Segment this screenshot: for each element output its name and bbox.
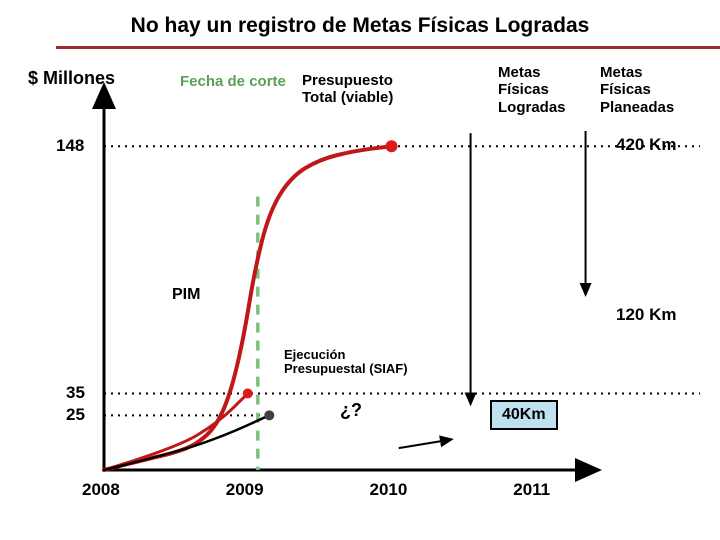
label-metas-logradas-l1: Metas: [498, 64, 566, 81]
right-label-120km: 120 Km: [616, 305, 676, 325]
y-tick-25: 25: [66, 405, 85, 425]
label-pim: PIM: [172, 286, 200, 304]
label-metas-planeadas-l3: Planeadas: [600, 99, 674, 116]
label-metas-logradas-l3: Logradas: [498, 99, 566, 116]
right-label-420km: 420 Km: [616, 135, 676, 155]
label-metas-planeadas-l1: Metas: [600, 64, 674, 81]
chart-svg: [0, 50, 720, 530]
y-tick-148: 148: [56, 136, 84, 156]
label-presupuesto-total: Presupuesto Total (viable): [302, 72, 393, 107]
arrow-question-arrow: [399, 439, 452, 448]
label-metas-planeadas-l2: Físicas: [600, 81, 674, 98]
page-title: No hay un registro de Metas Físicas Logr…: [0, 0, 720, 44]
label-presupuesto-l2: Total (viable): [302, 89, 393, 106]
series-presupuesto-total-viable: [104, 146, 392, 470]
label-metas-logradas-l2: Físicas: [498, 81, 566, 98]
label-question: ¿?: [340, 400, 362, 421]
label-fecha-de-corte: Fecha de corte: [180, 74, 286, 91]
chart-area: $ Millones Fecha de corte Presupuesto To…: [0, 50, 720, 530]
x-tick-2010: 2010: [370, 480, 408, 500]
y-tick-35: 35: [66, 383, 85, 403]
label-metas-logradas: Metas Físicas Logradas: [498, 64, 566, 116]
marker-presupuesto-total-viable: [386, 140, 398, 152]
label-ejecucion-siaf: Ejecución Presupuestal (SIAF): [284, 348, 408, 377]
x-tick-2011: 2011: [513, 480, 550, 500]
marker-pim: [243, 388, 253, 398]
label-presupuesto-l1: Presupuesto: [302, 72, 393, 89]
marker-ejecucion-siaf: [264, 410, 274, 420]
x-tick-2008: 2008: [82, 480, 120, 500]
label-metas-planeadas: Metas Físicas Planeadas: [600, 64, 674, 116]
label-ejecucion-l2: Presupuestal (SIAF): [284, 362, 408, 376]
title-underline: [56, 46, 720, 49]
y-axis-title: $ Millones: [28, 68, 115, 89]
page-title-text: No hay un registro de Metas Físicas Logr…: [131, 14, 590, 37]
x-tick-2009: 2009: [226, 480, 264, 500]
label-ejecucion-l1: Ejecución: [284, 348, 408, 362]
box-40km: 40Km: [490, 400, 558, 430]
